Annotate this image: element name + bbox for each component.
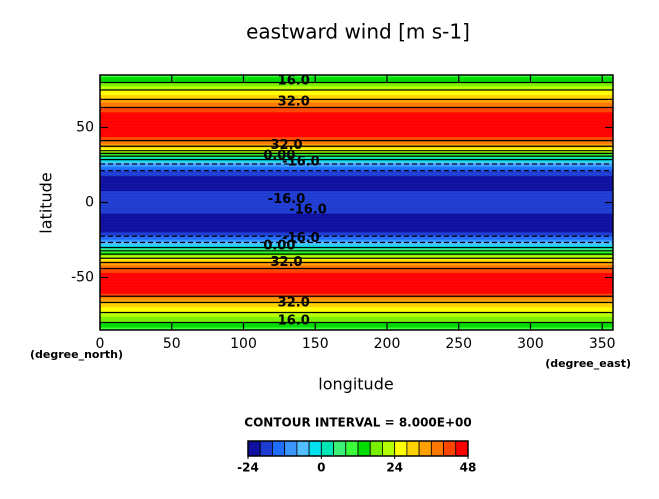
x-tick-label: 350 <box>589 336 616 352</box>
x-tick-label: 200 <box>374 336 401 352</box>
colorbar-box <box>406 440 420 457</box>
y-tick-label: 0 <box>85 195 94 211</box>
contour-label: 32.0 <box>278 95 310 110</box>
x-tick-label: 100 <box>230 336 257 352</box>
contour-label: 0.00 <box>263 149 295 164</box>
contour-label: 16.0 <box>278 74 310 89</box>
contour-label: -16.0 <box>282 155 319 170</box>
colorbar-box <box>259 440 273 457</box>
colorbar-box <box>443 440 457 457</box>
colorbar-box <box>369 440 383 457</box>
colorbar-tick-label: 0 <box>317 461 325 475</box>
colorbar-box <box>284 440 298 457</box>
y-unit: (degree_north) <box>30 348 123 361</box>
colorbar-box <box>430 440 444 457</box>
y-tick-label: -50 <box>71 270 94 286</box>
contour-label: 32.0 <box>271 138 303 153</box>
colorbar-tick-label: -24 <box>237 461 259 475</box>
colorbar-box <box>345 440 359 457</box>
x-unit: (degree_east) <box>545 357 631 370</box>
colorbar-box <box>357 440 371 457</box>
contour-interval: CONTOUR INTERVAL = 8.000E+00 <box>244 416 471 430</box>
colorbar-box <box>394 440 408 457</box>
contour-label: 16.0 <box>278 314 310 329</box>
contour-label: -16.0 <box>289 203 326 218</box>
colorbar-frame <box>247 440 469 457</box>
x-tick-label: 50 <box>163 336 181 352</box>
colorbar-box <box>272 440 286 457</box>
colorbar-box <box>333 440 347 457</box>
colorbar-box <box>418 440 432 457</box>
x-tick-label: 250 <box>445 336 472 352</box>
contour-label: 32.0 <box>278 296 310 311</box>
chart-title: eastward wind [m s-1] <box>246 20 470 44</box>
contour-label: 0.00 <box>263 239 295 254</box>
contour-label: 32.0 <box>271 255 303 270</box>
x-axis-label: longitude <box>318 375 393 394</box>
colorbar-box <box>247 440 261 457</box>
x-tick-label: 300 <box>517 336 544 352</box>
x-tick-label: 150 <box>302 336 329 352</box>
colorbar-tick-label: 48 <box>460 461 477 475</box>
y-axis-label: latitude <box>37 172 56 233</box>
colorbar-box <box>382 440 396 457</box>
colorbar-box <box>320 440 334 457</box>
colorbar-box <box>308 440 322 457</box>
x-tick-label: 0 <box>96 336 105 352</box>
contour-label: -16.0 <box>268 192 305 207</box>
y-tick-label: 50 <box>76 120 94 136</box>
colorbar-box <box>455 440 469 457</box>
colorbar-box <box>296 440 310 457</box>
colorbar-tick-label: 24 <box>386 461 403 475</box>
contour-label: -16.0 <box>282 231 319 246</box>
